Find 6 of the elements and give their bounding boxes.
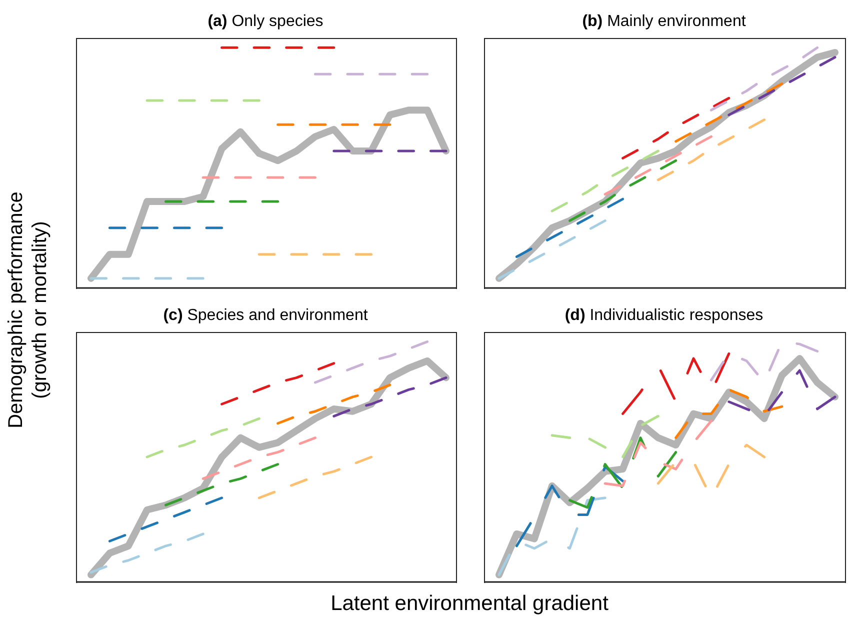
chart-title: (d) Individualistic responses [564,307,764,324]
chart-title: (a) Only species [208,13,324,30]
chart-title: (c) Species and environment [163,307,368,324]
x-axis-title: Latent environmental gradient [330,592,610,616]
y-axis-title: Demographic performance (growth or mortality) [4,192,52,428]
chart-title: (b) Mainly environment [582,13,746,30]
